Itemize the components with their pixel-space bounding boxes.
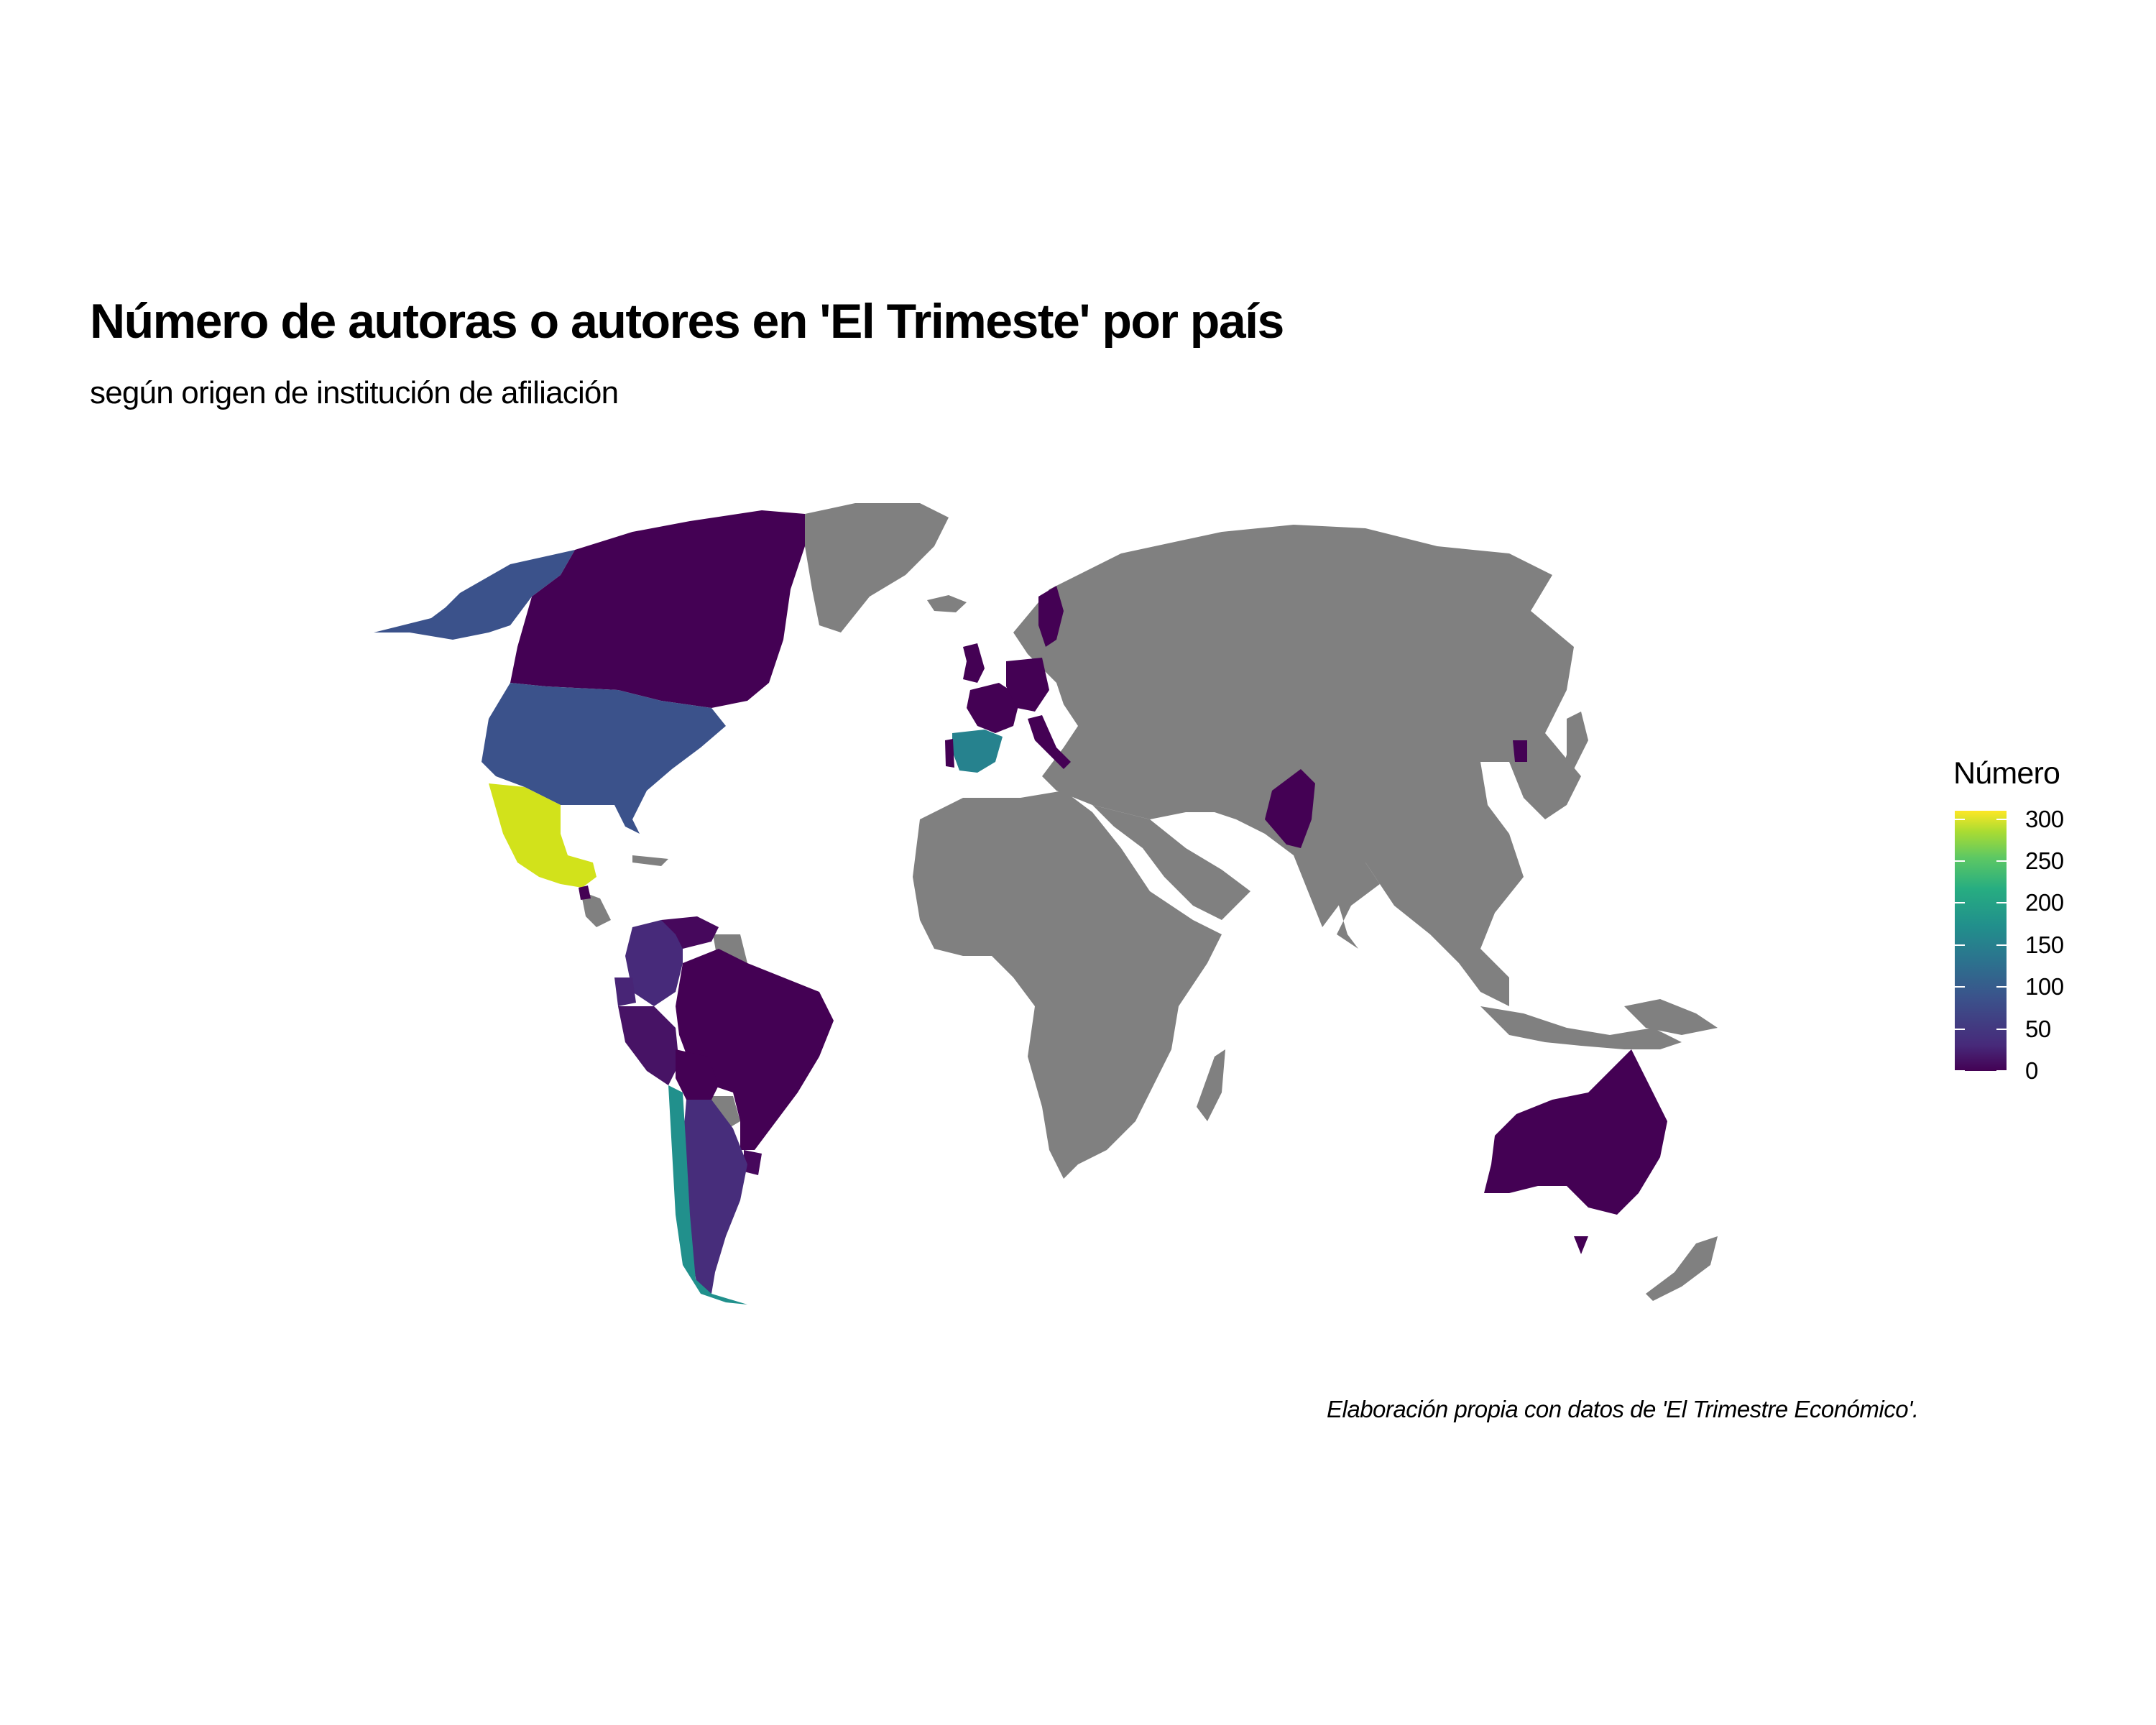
legend-tick-mark	[1955, 1070, 1965, 1072]
chart-subtitle: según origen de institución de afiliació…	[90, 375, 619, 410]
country-italy	[1028, 715, 1071, 769]
legend-tick-mark	[1955, 902, 1965, 904]
region-tasmania	[1574, 1236, 1588, 1254]
landmass-africa	[913, 791, 1222, 1179]
country-uk	[963, 643, 985, 683]
landmass-eurasia	[1013, 525, 1581, 1006]
country-venezuela	[661, 916, 719, 949]
legend-tick-label: 0	[2025, 1057, 2038, 1084]
legend-title: Número	[1953, 756, 2060, 791]
country-bolivia	[676, 1049, 719, 1100]
country-germany	[1006, 658, 1049, 712]
legend-tick-mark	[1996, 1070, 2007, 1072]
country-peru	[618, 1006, 679, 1085]
country-guatemala	[579, 886, 591, 900]
legend-tick-label: 50	[2025, 1015, 2051, 1042]
country-chile	[668, 1085, 747, 1305]
legend-tick-mark	[1955, 944, 1965, 946]
legend-tick-mark	[1955, 860, 1965, 862]
region-caribbean	[632, 855, 668, 866]
country-japan	[1560, 712, 1588, 776]
country-south-korea	[1513, 740, 1527, 762]
legend-tick-mark	[1996, 986, 2007, 988]
legend-tick-mark	[1955, 986, 1965, 988]
legend-tick-label: 300	[2025, 805, 2064, 832]
chart-title: Número de autoras o autores en 'El Trime…	[90, 294, 1284, 349]
legend-tick-mark	[1996, 818, 2007, 820]
country-australia	[1484, 1049, 1667, 1215]
country-spain	[952, 730, 1003, 773]
country-new-zealand	[1646, 1236, 1718, 1301]
legend-tick-mark	[1996, 902, 2007, 904]
country-sweden	[1038, 586, 1064, 647]
legend-tick-mark	[1996, 1028, 2007, 1030]
legend-colorbar	[1955, 811, 2007, 1071]
country-madagascar	[1197, 1049, 1225, 1121]
country-greenland	[805, 503, 949, 632]
legend-tick-label: 100	[2025, 973, 2064, 1000]
country-pakistan	[1265, 769, 1315, 848]
country-iceland	[927, 595, 967, 612]
country-uruguay	[744, 1150, 762, 1175]
country-france	[967, 683, 1021, 733]
country-papua	[1624, 999, 1718, 1035]
legend-tick-label: 200	[2025, 889, 2064, 916]
country-canada	[510, 510, 805, 708]
country-colombia	[625, 920, 683, 1006]
country-mexico	[489, 783, 596, 888]
landmass-middle-east	[1092, 805, 1250, 920]
country-india	[1301, 848, 1380, 949]
legend-tick-label: 150	[2025, 931, 2064, 958]
region-central-america-nodata	[581, 891, 611, 927]
legend-tick-mark	[1996, 860, 2007, 862]
legend-tick-label: 250	[2025, 847, 2064, 875]
legend-tick-mark	[1955, 818, 1965, 820]
country-ecuador	[614, 978, 636, 1006]
legend-tick-mark	[1996, 944, 2007, 946]
country-argentina	[683, 1100, 747, 1294]
legend-tick-mark	[1955, 1028, 1965, 1030]
country-portugal	[945, 739, 954, 768]
country-brazil	[676, 949, 834, 1150]
region-alaska	[374, 550, 575, 640]
landmass-indonesia	[1480, 1006, 1682, 1049]
chart-caption: Elaboración propia con datos de 'El Trim…	[1327, 1396, 1919, 1422]
